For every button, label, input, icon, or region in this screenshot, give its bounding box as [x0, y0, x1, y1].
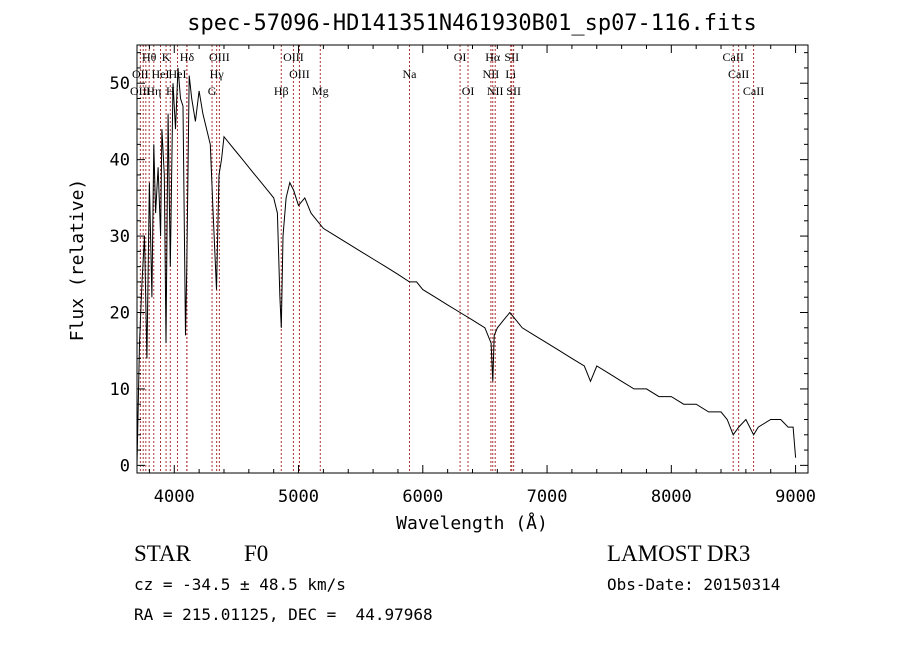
y-tick-label: 10: [110, 380, 130, 400]
obs-date: Obs-Date: 20150314: [607, 575, 780, 594]
marker-label: Hη: [146, 84, 161, 98]
marker-label: OI: [454, 50, 467, 64]
survey-name: LAMOST DR3: [607, 541, 750, 566]
marker-label: OIII: [283, 50, 304, 64]
object-subclass: F0: [244, 541, 268, 566]
x-axis-label: Wavelength (Å): [396, 512, 548, 534]
marker-label: CaII: [743, 84, 764, 98]
marker-label: Hα: [485, 50, 501, 64]
marker-label: NII: [487, 84, 504, 98]
x-axis-ticks: 4000 5000 6000 7000 8000 9000: [148, 45, 816, 507]
marker-label: Hδ: [180, 50, 195, 64]
marker-lines: [139, 45, 755, 473]
chart-title: spec-57096-HD141351N461930B01_sp07-116.f…: [187, 11, 757, 36]
x-tick-label: 9000: [775, 487, 816, 507]
y-axis-label: Flux (relative): [67, 179, 88, 342]
y-tick-label: 30: [110, 227, 130, 247]
spectrum-series-line: [136, 67, 797, 466]
marker-label: OI: [462, 84, 475, 98]
marker-label: Na: [403, 67, 418, 81]
object-class: STAR: [134, 541, 192, 566]
marker-label: OII: [132, 67, 149, 81]
coordinates: RA = 215.01125, DEC = 44.97968: [134, 605, 433, 624]
marker-label: Li: [505, 67, 516, 81]
marker-label: Hβ: [274, 84, 289, 98]
marker-label: CaII: [728, 67, 749, 81]
y-tick-label: 50: [110, 74, 130, 94]
x-tick-label: 8000: [651, 487, 692, 507]
x-tick-label: 6000: [402, 487, 443, 507]
marker-label: Hθ: [142, 50, 157, 64]
marker-label: K: [162, 50, 171, 64]
marker-label: HeI: [151, 67, 169, 81]
x-tick-label: 7000: [527, 487, 568, 507]
y-axis-ticks: 0 10 20 30 40 50: [110, 52, 808, 476]
plot-frame: [136, 44, 809, 474]
marker-label: SII: [504, 50, 519, 64]
marker-label: H: [166, 84, 175, 98]
x-tick-label: 5000: [278, 487, 319, 507]
marker-label: G: [208, 84, 217, 98]
marker-label: NII: [483, 67, 500, 81]
marker-label: OIII: [209, 50, 230, 64]
y-tick-label: 0: [120, 456, 130, 476]
x-tick-label: 4000: [154, 487, 195, 507]
y-tick-label: 20: [110, 304, 130, 324]
marker-label: Mg: [312, 84, 329, 98]
redshift-line: cz = -34.5 ± 48.5 km/s: [134, 575, 346, 594]
marker-label: OIII: [130, 84, 151, 98]
y-tick-label: 40: [110, 151, 130, 171]
marker-label: SII: [506, 84, 521, 98]
marker-label: CaII: [723, 50, 744, 64]
marker-label: Hγ: [210, 67, 225, 81]
marker-label: OIII: [289, 67, 310, 81]
